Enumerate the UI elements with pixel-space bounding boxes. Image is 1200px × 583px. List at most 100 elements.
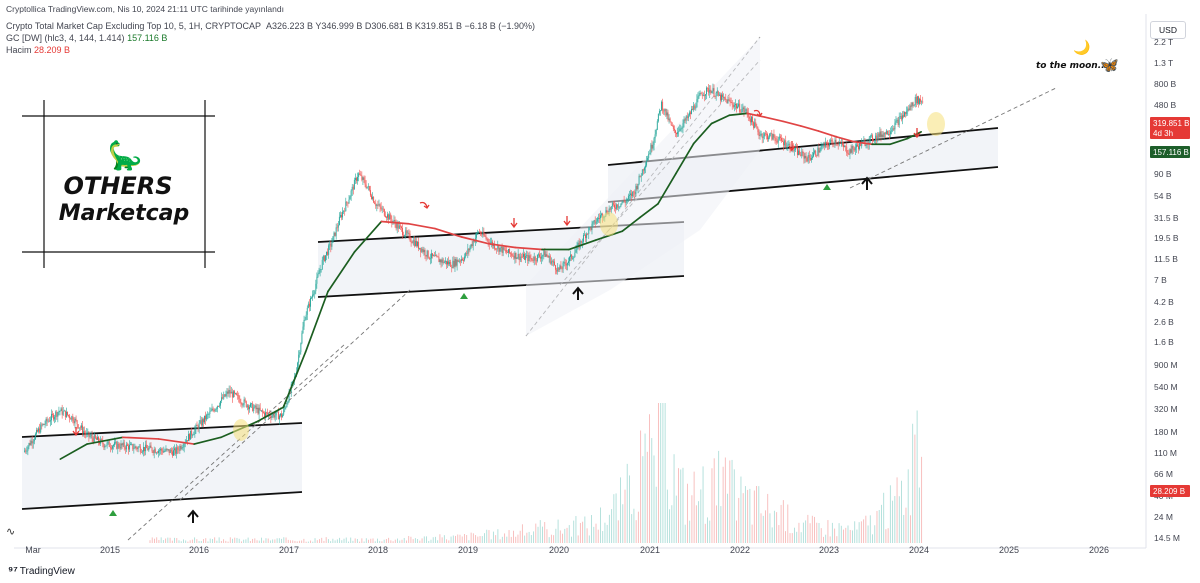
candle-body [208,413,210,415]
volume-bar [323,540,325,543]
candle-body [584,234,585,236]
candle-body [832,141,834,144]
candle-body [724,96,726,99]
candle-body [523,253,524,257]
candle-body [55,411,57,417]
candle-body [482,231,484,236]
volume-bar [831,522,833,543]
candle-body [818,147,820,153]
x-tick-label: 2015 [100,545,120,555]
candle-body [298,354,300,363]
volume-bar [185,540,187,543]
volume-bar [374,541,376,543]
candle-body [703,95,705,96]
candle-body [265,412,266,417]
volume-bar [481,536,483,543]
candle-body [243,399,245,405]
candle-body [53,414,55,420]
volume-bar [169,537,171,543]
candle-body [456,259,458,266]
candle-body [836,143,838,145]
candle-body [804,155,806,159]
volume-bar [406,540,407,543]
candle-body [795,147,797,149]
volume-bar [640,430,642,543]
volume-bar [319,539,320,543]
candle-body [633,191,635,193]
volume-bar [450,536,452,543]
volume-bar [220,541,222,543]
volume-bar [673,454,675,543]
volume-bar [894,496,896,543]
candle-body [594,220,596,224]
candle-body [343,210,345,212]
candle-body [849,149,851,155]
volume-bar [617,520,619,543]
candle-body [751,116,752,123]
volume-bar [310,540,312,543]
volume-bar [753,490,755,543]
candle-body [656,121,658,130]
volume-bar [258,540,260,543]
volume-bar [341,540,343,543]
candle-body [709,89,711,93]
volume-bar [622,504,624,543]
candle-body [263,412,265,417]
candle-body [58,411,60,413]
volume-bar [178,540,180,543]
candle-body [92,438,94,442]
volume-bar [820,528,822,543]
volume-bar [479,536,481,543]
candle-body [551,261,553,263]
volume-bar [765,510,766,543]
candle-body [272,413,274,416]
volume-bar [434,536,436,543]
gc-line-segment [889,137,909,146]
candle-body [559,265,561,270]
y-tick-label: 900 M [1154,360,1178,370]
candle-body [113,445,114,447]
candle-body [678,131,680,133]
currency-selector[interactable]: USD [1150,21,1186,39]
indicator-legend[interactable]: GC [DW] (hlc3, 4, 144, 1.414) 157.116 B [6,33,167,43]
volume-bar [410,536,412,543]
candle-body [115,441,117,443]
candle-body [87,431,89,433]
volume-bar [401,539,403,543]
time-axis[interactable]: Mar 2015 2016 2017 2018 2019 2020 2021 2022 2023 2… [25,545,1109,555]
volume-bar [524,535,526,543]
candle-body [786,147,788,148]
candle-body [510,252,512,254]
volume-legend[interactable]: Hacim 28.209 B [6,45,70,55]
scale-icon[interactable]: ∿ [6,526,15,538]
candle-body [640,175,642,177]
candle-body [288,391,290,402]
volume-bar [660,403,662,543]
volume-bar [200,540,202,543]
candle-body [619,206,621,208]
symbol-name[interactable]: Crypto Total Market Cap Excluding Top 10… [6,21,261,31]
candle-body [356,178,357,181]
volume-bar [171,540,173,543]
gc-line-segment [621,216,642,233]
candle-body [121,443,123,446]
candle-body [273,413,275,418]
candle-body [688,112,690,116]
volume-bar [858,522,860,543]
volume-bar [377,538,378,543]
candle-body [118,443,120,448]
candle-body [621,202,623,204]
volume-bar [174,537,175,543]
candle-body [879,131,881,137]
volume-bar [809,523,811,543]
volume-bar [767,493,769,543]
candle-body [757,127,759,133]
candle-body [859,142,861,150]
ohlc-values: A326.223 B Y346.999 B D306.681 B K319.85… [265,21,536,31]
volume-bar [370,538,372,543]
volume-bar [432,537,434,543]
candle-body [415,240,417,246]
candle-body [310,297,311,307]
